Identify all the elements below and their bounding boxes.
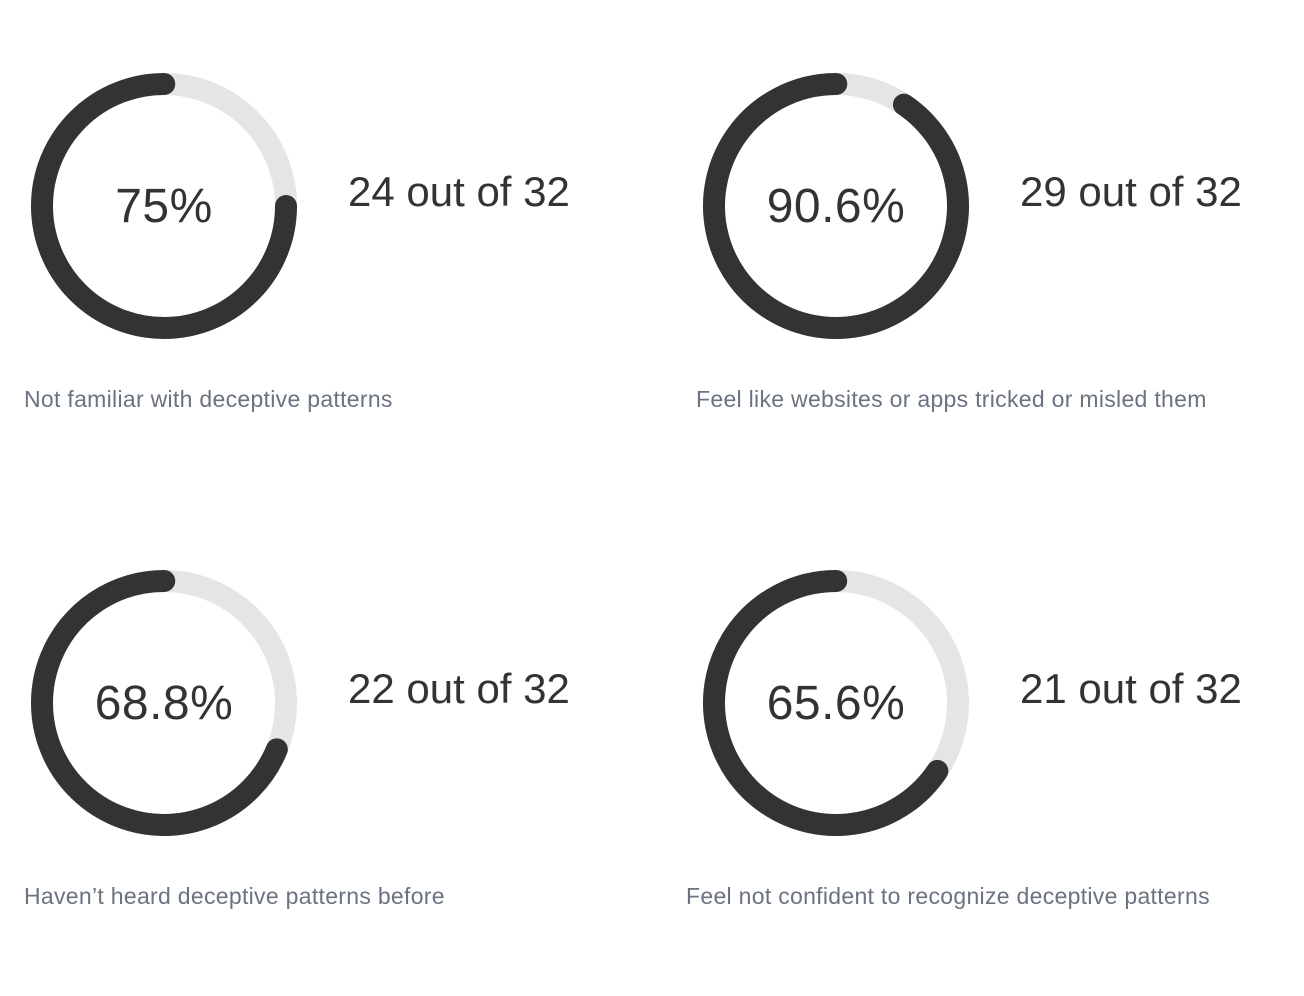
- ring-fill: [31, 73, 297, 339]
- count-label: 24 out of 32: [348, 168, 570, 215]
- ring-percent-label: 65.6%: [766, 676, 906, 730]
- ring-percent-label: 90.6%: [766, 179, 906, 233]
- stat-card-not-heard: 68.8% 22 out of 32 Haven’t heard decepti…: [14, 553, 634, 953]
- ring-percent-label: 75%: [115, 179, 213, 233]
- progress-ring-svg: [31, 73, 297, 339]
- ring-fill: [703, 570, 969, 836]
- stat-card-tricked-misled: 90.6% 29 out of 32 Feel like websites or…: [686, 56, 1304, 456]
- ring-fill: [31, 570, 297, 836]
- stat-card-not-confident: 65.6% 21 out of 32 Feel not confident to…: [686, 553, 1304, 953]
- caption-label: Feel like websites or apps tricked or mi…: [696, 386, 1207, 412]
- progress-ring-svg: [703, 570, 969, 836]
- count-label: 22 out of 32: [348, 665, 570, 712]
- count-label: 21 out of 32: [1020, 665, 1242, 712]
- progress-ring: 65.6%: [686, 553, 986, 853]
- caption-label: Feel not confident to recognize deceptiv…: [686, 883, 1210, 909]
- ring-percent-label: 68.8%: [94, 676, 234, 730]
- progress-ring: 90.6%: [686, 56, 986, 356]
- caption-label: Haven’t heard deceptive patterns before: [24, 883, 445, 909]
- progress-ring-svg: [703, 73, 969, 339]
- caption-label: Not familiar with deceptive patterns: [24, 386, 393, 412]
- count-label: 29 out of 32: [1020, 168, 1242, 215]
- progress-ring: 68.8%: [14, 553, 314, 853]
- progress-ring-svg: [31, 570, 297, 836]
- progress-ring: 75%: [14, 56, 314, 356]
- ring-fill: [703, 73, 969, 339]
- stat-card-not-familiar: 75% 24 out of 32 Not familiar with decep…: [14, 56, 634, 456]
